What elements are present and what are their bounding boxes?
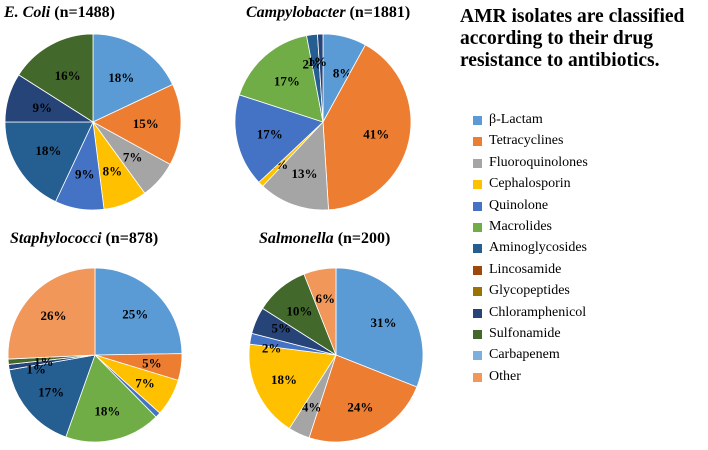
figure-heading-line-3: resistance to antibiotics. xyxy=(460,50,660,71)
legend-label-chloramphenicol: Chloramphenicol xyxy=(489,304,587,320)
legend-label-lactam: β-Lactam xyxy=(489,112,543,127)
pie-salmonella-slice-lactam xyxy=(335,267,424,388)
pie-salmonella-slice-cephalosporin xyxy=(248,343,337,430)
legend-label-macrolides: Macrolides xyxy=(489,219,552,234)
pie-salmonella-label-cephalosporin: 18% xyxy=(271,372,297,387)
pie-campylobacter-label-macrolides: 17% xyxy=(274,74,300,89)
legend-label-cephalosporin: Cephalosporin xyxy=(489,176,571,192)
pie-ecoli-label-aminoglycosides: 18% xyxy=(35,143,61,158)
pie-staphylococci: 25%5%7%18%17%1%1%26% xyxy=(7,267,183,443)
pie-title-salmonella-count: (n=200) xyxy=(333,230,391,247)
pie-ecoli-label-quinolone: 9% xyxy=(75,167,95,182)
legend-label-other: Other xyxy=(489,368,521,384)
pie-salmonella-slice-other xyxy=(303,267,337,356)
legend-swatch-carbapenem xyxy=(473,351,482,361)
legend-swatch-macrolides xyxy=(473,223,482,232)
pie-campylobacter-label-fluoroquinolones: 13% xyxy=(292,166,318,181)
pie-campylobacter: 8%41%13%1%17%17%2%1% xyxy=(234,33,412,211)
pie-salmonella-label-chloramphenicol: 5% xyxy=(272,321,292,336)
pie-ecoli-label-chloramphenicol: 9% xyxy=(33,100,53,115)
pie-title-salmonella-organism: Salmonella xyxy=(259,230,334,247)
pie-salmonella-label-sulfonamide: 10% xyxy=(286,303,312,318)
legend-label-sulfonamide: Sulfonamide xyxy=(489,326,561,341)
legend-swatch-other xyxy=(473,372,482,382)
pie-salmonella-label-tetracyclines: 24% xyxy=(347,400,373,415)
legend-swatch-glycopeptides xyxy=(473,287,482,297)
legend-swatch-fluoroquinolones xyxy=(473,158,482,168)
legend-label-glycopeptides: Glycopeptides xyxy=(489,283,570,299)
pie-staphylococci-label-tetracyclines: 5% xyxy=(142,356,162,371)
legend-label-quinolone: Quinolone xyxy=(489,197,549,213)
pie-title-campylobacter: Campylobacter (n=1881) xyxy=(246,4,410,22)
pie-title-campylobacter-organism: Campylobacter xyxy=(246,4,346,21)
pie-campylobacter-slice-macrolides xyxy=(238,35,324,123)
pie-title-ecoli: E. Coli (n=1488) xyxy=(4,4,115,22)
pie-salmonella: 31% 24% 4% 18% 2% 5% 10%6% xyxy=(248,267,424,443)
pie-staphylococci-slice-lactam xyxy=(94,267,183,356)
legend-swatch-chloramphenicol xyxy=(473,308,482,318)
pie-salmonella-label-other: 6% xyxy=(315,291,335,306)
legend-label-fluoroquinolones: Fluoroquinolones xyxy=(489,154,588,170)
pie-salmonella-label-fluoroquinolones: 4% xyxy=(302,400,322,415)
pie-title-ecoli-count: (n=1488) xyxy=(50,4,115,21)
pie-staphylococci-label-aminoglycosides: 17% xyxy=(38,385,64,400)
pie-campylobacter-label-tetracyclines: 41% xyxy=(363,126,389,141)
legend-swatch-cephalosporin xyxy=(473,180,482,190)
figure-heading: AMR isolates are classified according to… xyxy=(460,6,706,72)
pie-staphylococci-slice-aminoglycosides xyxy=(8,354,96,438)
pie-ecoli-label-fluoroquinolones: 7% xyxy=(123,149,143,164)
pie-ecoli-label-tetracyclines: 15% xyxy=(133,116,159,131)
legend-swatch-quinolone xyxy=(473,201,482,211)
pie-ecoli-slice-sulfonamide xyxy=(18,33,94,123)
legend-swatch-lincosamide xyxy=(473,265,482,275)
pie-ecoli-slice-aminoglycosides xyxy=(4,121,94,203)
pie-title-staphylococci-count: (n=878) xyxy=(101,230,159,247)
pie-campylobacter-slice-quinolone xyxy=(234,94,324,183)
pie-ecoli-label-lactam: 18% xyxy=(108,70,134,85)
pie-salmonella-label-quinolone: 2% xyxy=(262,341,282,356)
legend-swatch-tetracyclines xyxy=(473,137,482,147)
legend-swatch-aminoglycosides xyxy=(473,244,482,254)
pie-campylobacter-label-quinolone: 17% xyxy=(257,126,283,141)
pie-salmonella-slice-tetracyclines xyxy=(308,354,418,443)
pie-staphylococci-slice-other xyxy=(7,267,96,360)
legend-label-aminoglycosides: Aminoglycosides xyxy=(489,240,587,256)
pie-staphylococci-label-chloramphenicol: 1% xyxy=(26,362,46,377)
pie-campylobacter-slice-chloramphenicol xyxy=(317,33,324,123)
legend-swatch-lactam xyxy=(473,116,482,125)
pie-ecoli-slice-lactam xyxy=(92,33,174,123)
legend-label-carbapenem: Carbapenem xyxy=(489,347,560,363)
legend-swatch-sulfonamide xyxy=(473,330,482,339)
pie-campylobacter-label-chloramphenicol: 1% xyxy=(308,54,328,69)
pie-title-ecoli-organism: E. Coli xyxy=(4,4,51,21)
pie-title-staphylococci: Staphylococci (n=878) xyxy=(10,230,158,248)
figure-heading-line-1: AMR isolates are classified xyxy=(460,6,685,27)
pie-staphylococci-label-cephalosporin: 7% xyxy=(135,376,155,391)
pie-ecoli-slice-tetracyclines xyxy=(92,83,182,165)
pie-campylobacter-slice-tetracyclines xyxy=(322,44,412,211)
pie-title-campylobacter-count: (n=1881) xyxy=(345,4,411,21)
pie-ecoli: 18%15%7%8%9%0%18%9%16% xyxy=(4,33,182,211)
pie-staphylococci-label-macrolides: 18% xyxy=(94,404,120,419)
pie-salmonella-label-lactam: 31% xyxy=(371,315,397,330)
pie-campylobacter-label-aminoglycosides: 2% xyxy=(302,56,322,71)
legend-label-lincosamide: Lincosamide xyxy=(489,261,562,277)
pie-title-staphylococci-organism: Staphylococci xyxy=(10,230,102,247)
pie-staphylococci-label-lactam: 25% xyxy=(122,307,148,322)
pie-ecoli-label-sulfonamide: 16% xyxy=(55,68,81,83)
pie-staphylococci-label-other: 26% xyxy=(41,308,67,323)
pie-ecoli-label-cephalosporin: 8% xyxy=(103,164,123,179)
legend-label-tetracyclines: Tetracyclines xyxy=(489,133,564,149)
pie-campylobacter-slice-fluoroquinolones xyxy=(262,121,329,211)
pie-staphylococci-slice-macrolides xyxy=(65,354,157,443)
figure-heading-line-2: according to their drug xyxy=(460,28,654,49)
pie-title-salmonella: Salmonella (n=200) xyxy=(259,230,390,248)
